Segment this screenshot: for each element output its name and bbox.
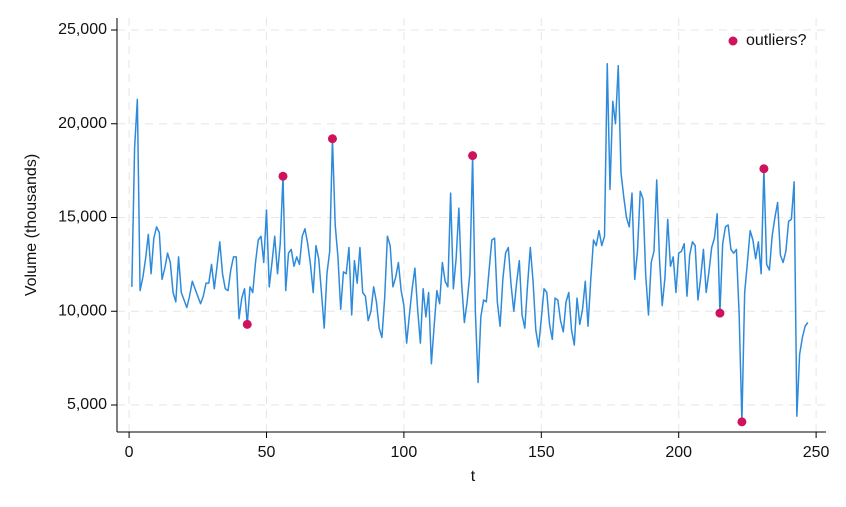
scatter-point bbox=[242, 319, 252, 329]
line-series bbox=[131, 63, 809, 423]
scatter-point bbox=[468, 151, 478, 161]
y-tick-label: 25,000 bbox=[58, 21, 107, 38]
x-tick-label: 150 bbox=[528, 444, 555, 461]
y-tick-label: 10,000 bbox=[58, 302, 107, 319]
y-tick-label: 5,000 bbox=[67, 396, 107, 413]
x-axis-label: t bbox=[471, 468, 476, 485]
x-tick-label: 200 bbox=[665, 444, 692, 461]
y-axis-label: Volume (thousands) bbox=[23, 154, 40, 296]
scatter-point bbox=[737, 417, 747, 427]
legend-label: outliers? bbox=[746, 32, 807, 49]
scatter-point bbox=[759, 164, 769, 174]
y-tick-label: 15,000 bbox=[58, 209, 107, 226]
legend-marker bbox=[728, 36, 738, 46]
x-tick-label: 250 bbox=[803, 444, 830, 461]
x-tick-label: 100 bbox=[391, 444, 418, 461]
scatter-point bbox=[327, 134, 337, 144]
x-tick-label: 50 bbox=[258, 444, 276, 461]
y-tick-label: 20,000 bbox=[58, 115, 107, 132]
scatter-point bbox=[278, 171, 288, 181]
scatter-point bbox=[715, 308, 725, 318]
x-tick-label: 0 bbox=[125, 444, 134, 461]
